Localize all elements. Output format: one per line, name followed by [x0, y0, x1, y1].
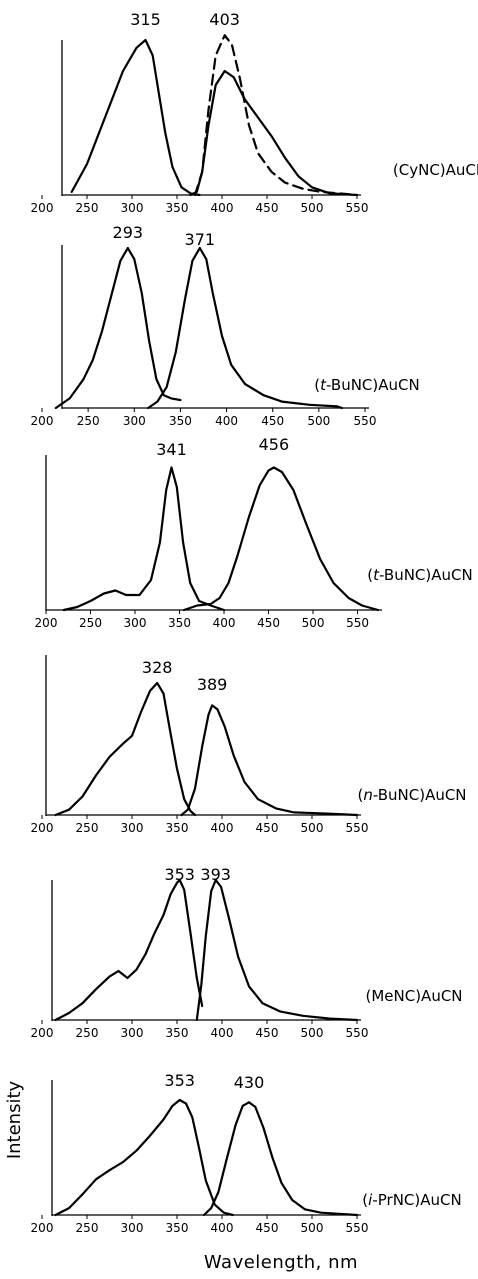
x-tick-label: 350 — [169, 414, 192, 428]
spectrum-panel-6: 200 250 300 350 400 450 500 550 353 430 (i-PrNC)Au… — [31, 1071, 462, 1235]
x-tick-label: 350 — [166, 1221, 189, 1235]
spectrum-curve — [54, 246, 182, 410]
x-tick-label: 450 — [257, 616, 280, 630]
spectrum-curve — [189, 69, 359, 197]
x-tick-label: 450 — [256, 201, 279, 215]
y-axis-title: Intensity — [4, 1080, 25, 1159]
spectrum-panel-2: 200 250 300 350 400 450 500 550 293 371 (t-BuNC)Au… — [31, 223, 420, 428]
spectrum-curve — [182, 466, 380, 612]
spectrum-curve — [54, 1098, 234, 1217]
compound-label: (MeNC)AuCN — [365, 987, 462, 1005]
peak-wavelength-label: 293 — [113, 223, 144, 242]
peak-wavelength-label: 371 — [185, 230, 216, 249]
x-tick-label: 500 — [301, 1221, 324, 1235]
spectrum-panel-1: 200 250 300 350 400 450 500 550 315 403 (CyNC)AuCN — [31, 10, 478, 215]
x-tick-label: 200 — [31, 821, 54, 835]
x-tick-label: 300 — [123, 414, 146, 428]
x-tick-label: 450 — [261, 414, 284, 428]
x-tick-label: 400 — [211, 1221, 234, 1235]
x-tick-label: 550 — [346, 201, 369, 215]
x-tick-label: 450 — [256, 821, 279, 835]
x-tick-label: 500 — [302, 616, 325, 630]
x-tick-label: 400 — [211, 821, 234, 835]
peak-wavelength-label: 353 — [164, 1071, 195, 1090]
x-tick-label: 350 — [168, 616, 191, 630]
x-tick-label: 450 — [256, 1026, 279, 1040]
x-tick-label: 200 — [31, 1221, 54, 1235]
peak-wavelength-label: 353 — [164, 865, 195, 884]
spectrum-curve — [147, 246, 343, 410]
spectrum-curve — [54, 681, 197, 817]
x-tick-label: 350 — [166, 201, 189, 215]
x-tick-label: 300 — [121, 821, 144, 835]
x-tick-label: 300 — [121, 1221, 144, 1235]
x-tick-label: 200 — [31, 201, 54, 215]
x-tick-label: 400 — [215, 414, 238, 428]
x-tick-label: 400 — [211, 1026, 234, 1040]
x-tick-label: 250 — [76, 1026, 99, 1040]
compound-label: (t-BuNC)AuCN — [314, 376, 419, 394]
x-tick-label: 550 — [346, 821, 369, 835]
x-tick-label: 250 — [77, 414, 100, 428]
x-tick-label: 250 — [76, 821, 99, 835]
x-tick-label: 350 — [166, 1026, 189, 1040]
spectrum-curve — [202, 1101, 359, 1217]
x-tick-label: 500 — [307, 414, 330, 428]
x-tick-label: 500 — [301, 1026, 324, 1040]
x-tick-label: 500 — [301, 821, 324, 835]
peak-wavelength-label: 389 — [197, 675, 228, 694]
peak-wavelength-label: 403 — [209, 10, 240, 29]
spectra-panels: 200 250 300 350 400 450 500 550 315 403 (CyNC)AuCN… — [31, 10, 478, 1235]
peak-wavelength-label: 341 — [156, 440, 187, 459]
x-tick-label: 300 — [124, 616, 147, 630]
spectrum-curve — [180, 704, 359, 817]
peak-wavelength-label: 315 — [130, 10, 161, 29]
x-tick-label: 200 — [31, 414, 54, 428]
spectrum-curve — [70, 38, 201, 197]
x-tick-label: 250 — [79, 616, 102, 630]
x-tick-label: 250 — [76, 201, 99, 215]
x-axis-title: Wavelength, nm — [204, 1252, 358, 1273]
compound-label: (n-BuNC)AuCN — [357, 786, 466, 804]
dashed-spectrum-curve — [193, 34, 359, 197]
x-tick-label: 450 — [256, 1221, 279, 1235]
x-tick-label: 300 — [121, 1026, 144, 1040]
spectrum-panel-5: 200 250 300 350 400 450 500 550 353 393 (MeNC)AuCN — [31, 865, 463, 1040]
spectrum-curve — [62, 466, 226, 612]
spectrum-curve — [195, 878, 359, 1022]
spectrum-panel-3: 200 250 300 350 400 450 500 550 341 456 (t-BuNC)Au… — [35, 435, 473, 630]
peak-wavelength-label: 430 — [234, 1073, 265, 1092]
peak-wavelength-label: 328 — [142, 658, 173, 677]
x-tick-label: 550 — [354, 414, 377, 428]
x-tick-label: 200 — [31, 1026, 54, 1040]
x-tick-label: 200 — [35, 616, 58, 630]
compound-label: (i-PrNC)AuCN — [362, 1191, 461, 1209]
peak-wavelength-label: 456 — [259, 435, 290, 454]
x-tick-label: 550 — [346, 1026, 369, 1040]
peak-wavelength-label: 393 — [200, 865, 231, 884]
spectrum-curve — [54, 878, 204, 1022]
x-tick-label: 400 — [211, 201, 234, 215]
compound-label: (t-BuNC)AuCN — [367, 566, 472, 584]
x-tick-label: 550 — [346, 1221, 369, 1235]
x-tick-label: 400 — [213, 616, 236, 630]
compound-label: (CyNC)AuCN — [393, 161, 478, 179]
x-tick-label: 500 — [301, 201, 324, 215]
spectrum-panel-4: 200 250 300 350 400 450 500 550 328 389 (n-BuNC)Au… — [31, 655, 467, 835]
x-tick-label: 250 — [76, 1221, 99, 1235]
x-tick-label: 350 — [166, 821, 189, 835]
x-tick-label: 300 — [121, 201, 144, 215]
x-tick-label: 550 — [346, 616, 369, 630]
